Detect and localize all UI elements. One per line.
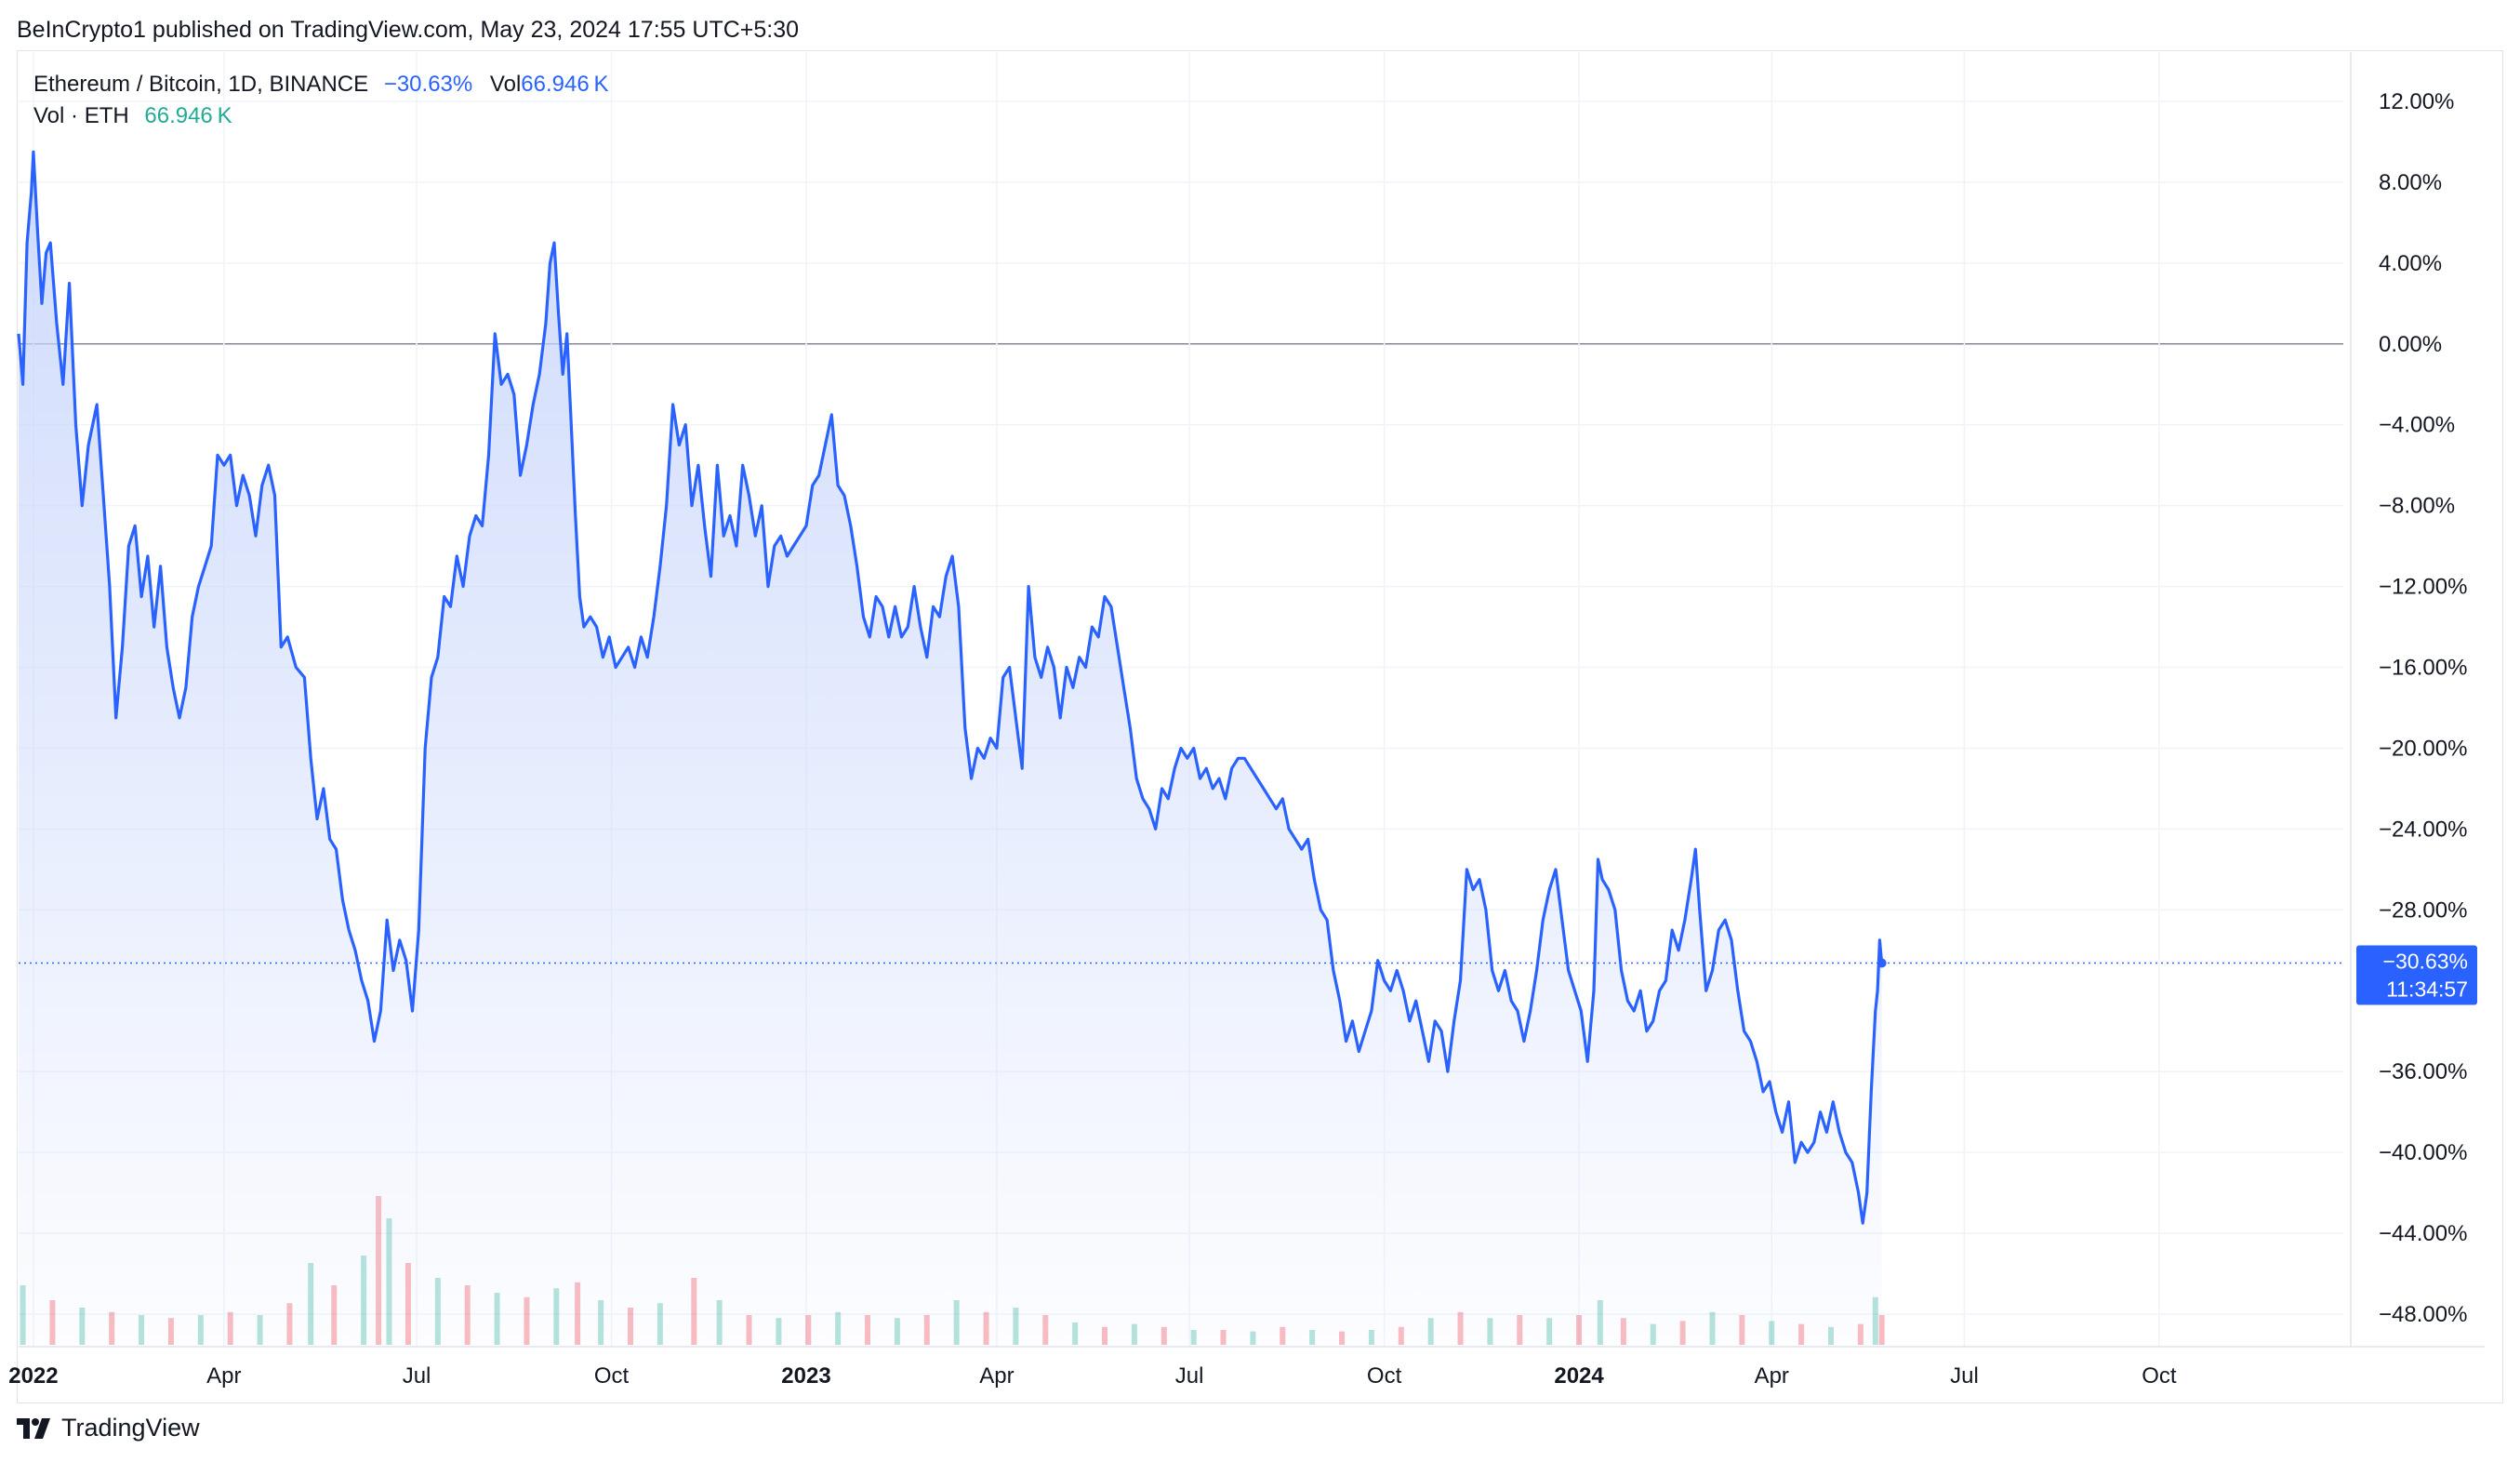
symbol-title[interactable]: Ethereum / Bitcoin, 1D, BINANCE [33, 72, 369, 97]
tradingview-logo-icon [17, 1417, 50, 1439]
price-line [17, 150, 2343, 1225]
x-tick-label: Apr [1755, 1363, 1789, 1389]
y-tick-label: −16.00% [2379, 656, 2467, 681]
y-tick-label: −44.00% [2379, 1221, 2467, 1246]
badge-value: −30.63% [2383, 949, 2468, 973]
x-tick-label: Oct [1367, 1363, 1402, 1389]
last-price-dot [1877, 958, 1887, 968]
volume-value: 66.946 K [144, 103, 232, 128]
y-tick-label: −8.00% [2379, 494, 2455, 519]
y-tick-label: −24.00% [2379, 817, 2467, 842]
y-tick-label: 0.00% [2379, 332, 2442, 357]
brand-name: TradingView [61, 1414, 200, 1442]
legend: Ethereum / Bitcoin, 1D, BINANCE −30.63% … [33, 69, 609, 132]
x-tick-label: Jul [1175, 1363, 1204, 1389]
legend-volume-row[interactable]: Vol · ETH 66.946 K [33, 100, 609, 132]
price-axis[interactable]: 12.00% 8.00% 4.00% 0.00% −4.00% −8.00% −12.00%… [2350, 52, 2467, 1347]
last-price-badge: −30.63% 11:34:57 [2356, 945, 2477, 1005]
x-tick-label: Oct [594, 1363, 630, 1389]
change-value: −30.63% [383, 72, 473, 97]
y-tick-label: −48.00% [2379, 1302, 2467, 1327]
x-tick-label: 2023 [781, 1363, 830, 1389]
volume-label: Vol · ETH [33, 103, 129, 128]
price-area [19, 152, 1882, 1347]
badge-background [2356, 945, 2477, 1005]
vol-label: Vol [489, 72, 522, 97]
area-fill [19, 152, 1882, 1347]
series-line [17, 150, 1884, 1225]
x-tick-label: Jul [403, 1363, 431, 1389]
tradingview-logo[interactable]: TradingView [17, 1414, 200, 1442]
y-tick-label: −28.00% [2379, 897, 2467, 923]
x-tick-label: Jul [1950, 1363, 1979, 1389]
y-tick-label: −12.00% [2379, 575, 2467, 600]
y-tick-label: −4.00% [2379, 413, 2455, 438]
volume-bar [1878, 1315, 1885, 1345]
x-tick-label: 2024 [1554, 1363, 1604, 1389]
x-tick-label: 2022 [8, 1363, 58, 1389]
y-tick-label: −40.00% [2379, 1140, 2467, 1165]
y-tick-label: −20.00% [2379, 736, 2467, 761]
y-tick-label: 12.00% [2379, 89, 2454, 114]
time-axis[interactable]: 2022 Apr Jul Oct 2023 Apr Jul Oct 2024 Apr Jul Oct [8, 1346, 2485, 1389]
y-tick-label: −36.00% [2379, 1059, 2467, 1084]
x-tick-label: Apr [979, 1363, 1014, 1389]
vol-value: 66.946 K [521, 72, 609, 97]
legend-main-row[interactable]: Ethereum / Bitcoin, 1D, BINANCE −30.63% … [33, 69, 609, 100]
publish-info: BeInCrypto1 published on TradingView.com… [17, 17, 800, 43]
x-tick-label: Apr [206, 1363, 241, 1389]
x-tick-label: Oct [2142, 1363, 2177, 1389]
badge-countdown: 11:34:57 [2386, 977, 2468, 1001]
y-tick-label: 4.00% [2379, 251, 2442, 276]
chart-frame [17, 50, 2503, 1403]
y-tick-label: 8.00% [2379, 170, 2442, 195]
